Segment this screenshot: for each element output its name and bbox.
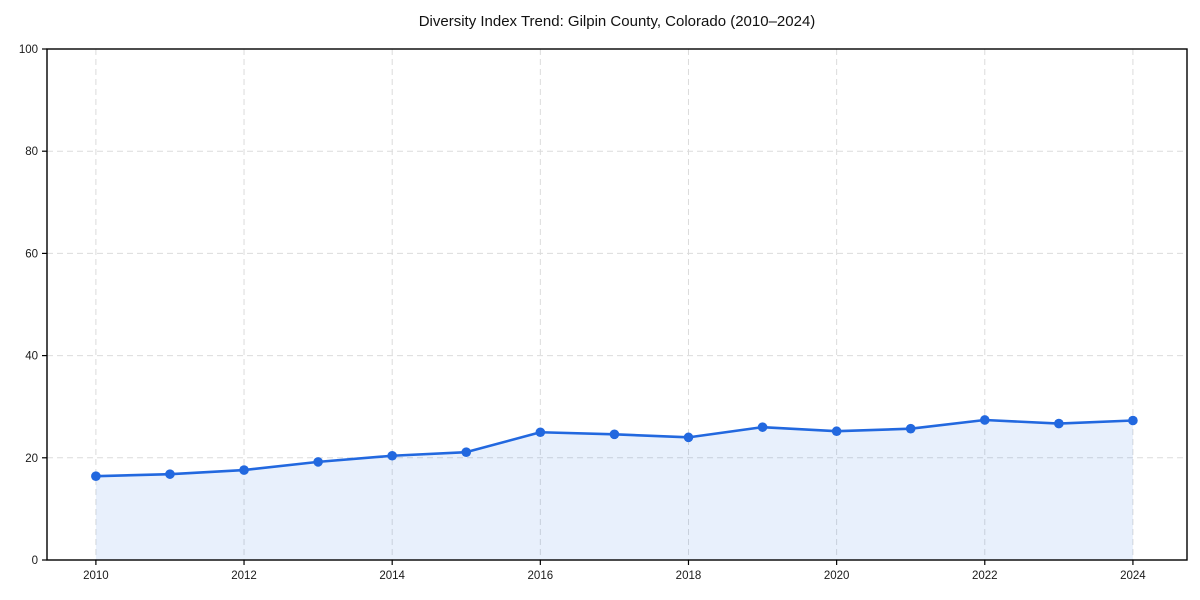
data-point-2024 [1128,415,1138,426]
data-point-2023 [1054,418,1064,429]
chart-title: Diversity Index Trend: Gilpin County, Co… [418,13,816,30]
data-point-2011 [165,469,175,479]
data-point-2012 [239,465,249,475]
x-tick-label: 2018 [676,570,702,582]
data-point-2020 [831,426,842,437]
data-point-2017 [609,429,620,440]
x-tick-label: 2010 [83,570,109,582]
data-point-2013 [313,457,323,467]
data-point-2010 [91,471,101,481]
y-tick-label: 0 [32,555,38,567]
data-point-2016 [535,427,546,438]
y-tick-label: 80 [25,146,38,158]
y-tick-label: 60 [25,248,38,260]
x-tick-label: 2012 [231,570,257,582]
area-fill [95,419,1133,560]
y-tick-label: 40 [25,351,38,363]
data-points [91,415,1138,481]
axes-frame [42,48,1188,565]
x-tick-label: 2024 [1120,570,1146,582]
data-point-2022 [979,415,990,425]
plot-frame [46,48,1188,561]
data-point-2021 [905,423,916,434]
data-point-2015 [461,447,472,457]
data-point-2018 [683,432,694,443]
series-area [95,419,1133,560]
y-tick-label: 20 [25,453,38,465]
y-tick-label: 100 [19,44,38,56]
data-point-2014 [387,450,397,461]
x-tick-label: 2020 [824,570,850,582]
tick-labels: 2010 2012 2014 2016 2018 2020 2022 2024 0 20 40 60 8… [19,44,1147,582]
x-tick-label: 2022 [972,570,998,582]
x-tick-label: 2016 [528,570,554,582]
data-point-2019 [757,422,768,432]
x-tick-label: 2014 [379,570,405,582]
